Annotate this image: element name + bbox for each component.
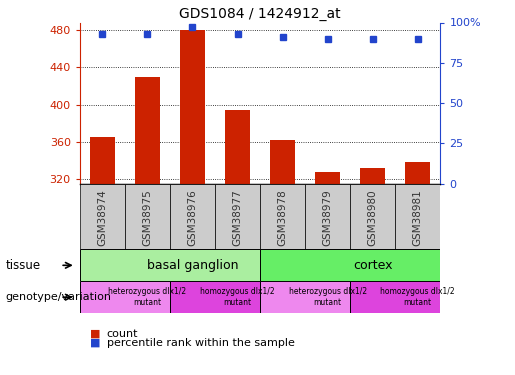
Bar — [260, 281, 350, 313]
Text: heterozygous dlx1/2
mutant: heterozygous dlx1/2 mutant — [108, 288, 186, 307]
Text: ■: ■ — [90, 338, 100, 348]
Text: heterozygous dlx1/2
mutant: heterozygous dlx1/2 mutant — [288, 288, 367, 307]
Text: GSM38981: GSM38981 — [413, 189, 423, 246]
Text: tissue: tissue — [5, 259, 40, 272]
Bar — [135, 76, 160, 184]
Text: GSM38974: GSM38974 — [97, 189, 107, 246]
Text: count: count — [107, 329, 138, 339]
Bar — [180, 30, 205, 184]
Text: GSM38977: GSM38977 — [233, 189, 243, 246]
Bar — [305, 184, 350, 249]
Text: genotype/variation: genotype/variation — [5, 292, 111, 302]
Bar — [80, 281, 170, 313]
Text: GSM38979: GSM38979 — [323, 189, 333, 246]
Bar — [90, 137, 115, 184]
Text: ■: ■ — [90, 329, 100, 339]
Text: GSM38975: GSM38975 — [143, 189, 152, 246]
Bar — [396, 184, 440, 249]
Bar — [315, 172, 340, 184]
Bar — [80, 184, 125, 249]
Text: homozygous dlx1/2
mutant: homozygous dlx1/2 mutant — [381, 288, 455, 307]
Bar — [215, 184, 260, 249]
Text: GSM38978: GSM38978 — [278, 189, 287, 246]
Bar — [125, 184, 170, 249]
Title: GDS1084 / 1424912_at: GDS1084 / 1424912_at — [179, 8, 341, 21]
Text: GSM38980: GSM38980 — [368, 189, 377, 246]
Bar — [270, 140, 295, 184]
Bar — [260, 184, 305, 249]
Bar — [350, 281, 440, 313]
Bar — [360, 168, 385, 184]
Text: cortex: cortex — [353, 259, 392, 272]
Bar — [405, 162, 430, 184]
Text: percentile rank within the sample: percentile rank within the sample — [107, 338, 295, 348]
Bar — [350, 184, 396, 249]
Bar — [225, 110, 250, 184]
Bar — [170, 281, 260, 313]
Bar — [260, 249, 440, 281]
Text: homozygous dlx1/2
mutant: homozygous dlx1/2 mutant — [200, 288, 275, 307]
Text: basal ganglion: basal ganglion — [147, 259, 238, 272]
Text: GSM38976: GSM38976 — [187, 189, 197, 246]
Bar — [80, 249, 260, 281]
Bar — [170, 184, 215, 249]
